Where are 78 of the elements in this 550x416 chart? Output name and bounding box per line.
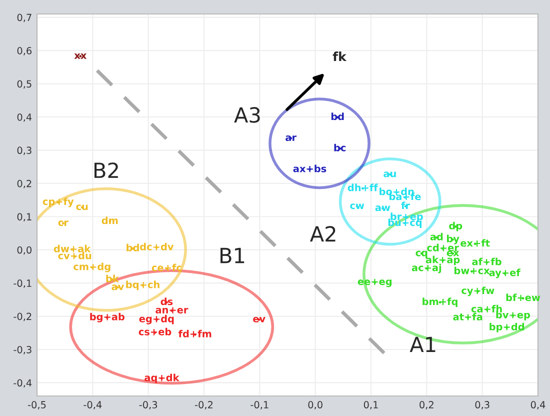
data-label: ay+ef (489, 268, 520, 278)
y-tick-label: -0,2 (14, 312, 32, 322)
data-label: cv+du (58, 252, 92, 260)
data-label: ad (430, 232, 443, 240)
data-label: cq (416, 250, 428, 258)
x-tick-label: 0,0 (308, 401, 322, 410)
data-label: cm+dg (74, 262, 110, 272)
data-label: bc (334, 144, 346, 152)
data-label: cs+eb (138, 328, 172, 336)
x-tick-label: -0,5 (28, 401, 46, 410)
y-tick-label: 0,1 (17, 213, 32, 222)
data-label: au (384, 172, 396, 178)
data-label: cp+fy (42, 198, 74, 208)
data-label: an+er (156, 307, 188, 314)
data-label: bk (106, 274, 120, 282)
data-label: ac+aj (412, 264, 442, 274)
y-tick-label: -0,3 (14, 346, 32, 354)
data-label: ce+fc (152, 264, 182, 272)
data-label: av (112, 284, 124, 290)
text: B1 (220, 248, 244, 264)
x-tick-label: -0,4 (84, 401, 102, 410)
y-tick-label: 0,0 (17, 246, 32, 255)
data-label: bf+ew (506, 294, 540, 302)
series-label: A1 (410, 336, 436, 352)
y-tick-label: 0,4 (17, 113, 32, 122)
y-tick-label: 0,2 (17, 180, 32, 188)
x-tick-label: -0,3 (139, 401, 158, 410)
data-label: dw+ak (54, 244, 91, 252)
data-label: af+fb (472, 258, 502, 266)
data-label: ev (253, 316, 266, 322)
data-label: ca+fh (471, 304, 502, 312)
y-tick-label: 0,7 (17, 14, 32, 22)
x-tick-label: -0,1 (250, 401, 268, 410)
data-label: cy+fw (462, 286, 494, 296)
data-label: ex (446, 250, 460, 256)
data-label: aw (375, 206, 390, 212)
data-label: eg+dq (139, 314, 174, 324)
data-label: ds (160, 298, 173, 306)
x-tick-label: 0,2 (420, 401, 434, 410)
data-label: bg+ab (90, 312, 124, 322)
data-label: cd+er (427, 244, 459, 252)
series-label: B2 (94, 162, 118, 178)
y-tick-label: 0,5 (17, 80, 32, 89)
annotation: fk (332, 52, 347, 62)
data-label: ax+bs (293, 164, 326, 172)
data-label: at+fa (453, 312, 482, 320)
data-label: bv+ep (496, 310, 530, 320)
series-label: A2 (310, 226, 336, 242)
data-label: aq+dk (144, 374, 180, 384)
data-label: fd+fm (178, 330, 212, 338)
y-tick-label: -0,4 (14, 379, 32, 388)
x-tick-label: 0,3 (475, 401, 490, 410)
y-tick-label: 0,3 (17, 146, 32, 156)
data-label: dm (102, 216, 118, 224)
data-label: dc+dv (140, 242, 174, 250)
y-tick-label: 0,6 (17, 47, 32, 56)
data-label: dh+ff (348, 184, 378, 192)
data-label: xx (74, 54, 87, 59)
data-label: bd (331, 112, 344, 120)
y-tick-label: -0,1 (14, 280, 32, 288)
data-label: bw+cx (454, 266, 490, 274)
data-label: bd (126, 244, 139, 252)
data-label: by (447, 234, 460, 244)
data-label: ak+ap (426, 256, 460, 266)
x-tick-label: 0,4 (530, 401, 546, 410)
data-label: ee+eg (358, 278, 392, 288)
series-label: A3 (234, 107, 260, 123)
data-label: dp (449, 222, 462, 232)
data-label: bp+dd (490, 322, 524, 332)
x-tick-label: -0,2 (194, 401, 213, 410)
x-tick-label: 0,1 (364, 401, 378, 410)
data-label: ex+ft (460, 239, 490, 247)
data-label: ar (286, 135, 296, 142)
data-label: cu (76, 204, 88, 210)
data-label: cr (58, 220, 68, 226)
data-label: fr (401, 202, 410, 210)
data-label: bm+fq (422, 298, 458, 308)
data-label: bq+ch (126, 280, 160, 290)
